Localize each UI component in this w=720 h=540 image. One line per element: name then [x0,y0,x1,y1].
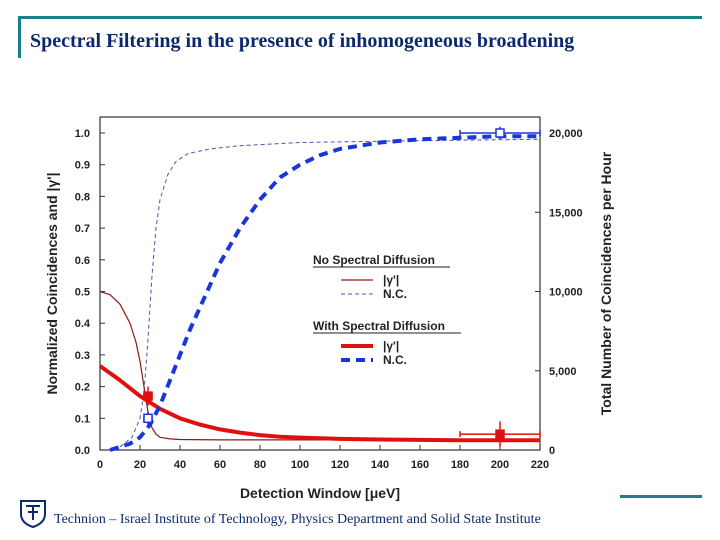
x-tick-label: 40 [174,459,186,471]
y-tick-label: 0.4 [75,318,91,330]
y-tick-label: 0.3 [75,350,90,362]
technion-logo-icon [20,500,46,528]
footer-text: Technion – Israel Institute of Technolog… [54,512,541,527]
y-tick-label: 0.5 [75,287,90,299]
y2-tick-label: 0 [549,445,555,457]
x-tick-label: 160 [411,459,429,471]
plot-frame [99,116,541,451]
x-tick-label: 180 [451,459,469,471]
legend-label-wsd_nc: N.C. [383,353,407,367]
y-tick-label: 0.8 [75,191,90,203]
x-tick-label: 200 [491,459,509,471]
x-tick-label: 20 [134,459,146,471]
x-tick-label: 140 [371,459,389,471]
wsd-gamma-point [495,429,505,439]
x-tick-label: 100 [291,459,309,471]
series-line-nsd_nc [119,138,541,448]
y-tick-label: 0.2 [75,382,90,394]
y2-tick-label: 5,000 [549,366,577,378]
nsd-nc-point [143,413,153,424]
y-axis-label: Normalized Coincidences and |γ'| [44,173,60,395]
x-tick-label: 0 [97,459,103,471]
series-line-wsd_gamma [98,364,540,443]
x-tick-label: 80 [254,459,266,471]
x-tick-label: 60 [214,459,226,471]
nsd-gamma-point [143,391,153,401]
y-tick-label: 0.7 [75,223,90,235]
x-tick-label: 220 [531,459,549,471]
series-line-wsd_nc [109,134,540,452]
wsd-nc-point [495,128,505,138]
legend-label-nsd_gamma: |γ'| [383,273,399,287]
y2-tick-label: 10,000 [549,287,583,299]
footer-line [620,495,702,498]
y-tick-label: 1.0 [75,128,90,140]
x-tick-label: 120 [331,459,349,471]
y-tick-label: 0.0 [75,445,90,457]
y-tick-label: 0.6 [75,255,90,267]
slide-title: Spectral Filtering in the presence of in… [30,30,575,52]
legend-heading: With Spectral Diffusion [313,319,445,333]
y2-axis-label: Total Number of Coincidences per Hour [598,151,614,415]
y2-tick-label: 20,000 [549,128,583,140]
title-frame [18,16,702,58]
y-tick-label: 0.1 [75,413,90,425]
y-tick-label: 0.9 [75,160,90,172]
y2-tick-label: 15,000 [549,207,583,219]
x-axis-label: Detection Window [μeV] [240,485,400,501]
legend-label-wsd_gamma: |γ'| [383,339,399,353]
legend-label-nsd_nc: N.C. [383,287,407,301]
legend-heading: No Spectral Diffusion [313,253,435,267]
